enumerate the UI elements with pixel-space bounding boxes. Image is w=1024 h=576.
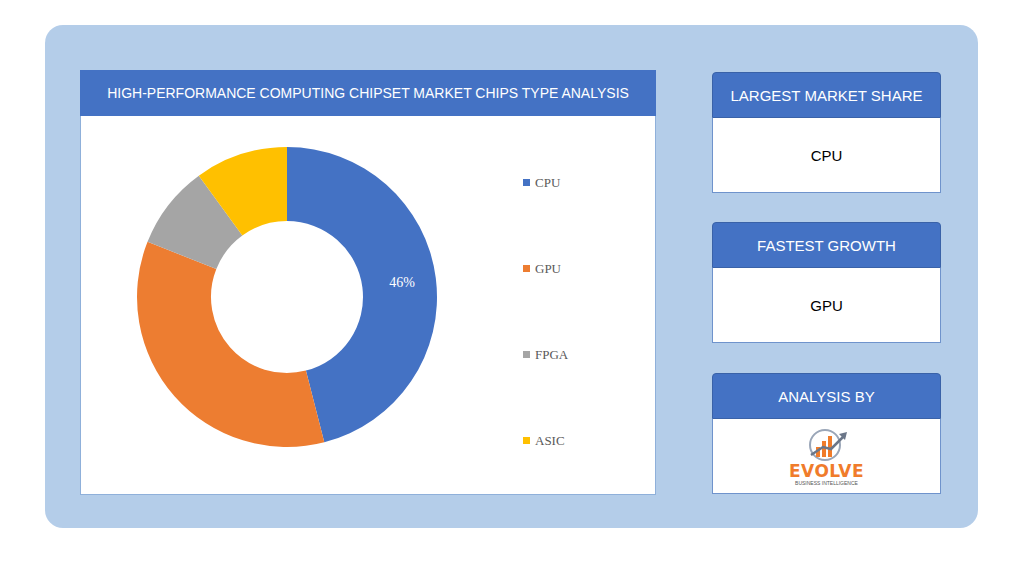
- svg-text:46%: 46%: [389, 275, 415, 290]
- svg-text:ASIC: ASIC: [535, 433, 565, 448]
- html-text:EVOLVE: EVOLVE: [788, 460, 865, 481]
- html-text:ANALYSIS BY: ANALYSIS BY: [778, 387, 875, 405]
- html-text:BUSINESS INTELLIGENCE: BUSINESS INTELLIGENCE: [795, 479, 858, 486]
- html-text:FASTEST GROWTH: FASTEST GROWTH: [757, 236, 896, 254]
- html-text:GPU: GPU: [810, 296, 843, 314]
- svg-text:CPU: CPU: [535, 175, 561, 190]
- svg-text:GPU: GPU: [535, 261, 562, 276]
- svg-text:FPGA: FPGA: [535, 347, 569, 362]
- html-text:CPU: CPU: [810, 146, 843, 164]
- html-text:LARGEST MARKET SHARE: LARGEST MARKET SHARE: [730, 86, 923, 104]
- html-text:HIGH-PERFORMANCE COMPUTING CHI: HIGH-PERFORMANCE COMPUTING CHIPSET MARKE…: [107, 84, 629, 101]
